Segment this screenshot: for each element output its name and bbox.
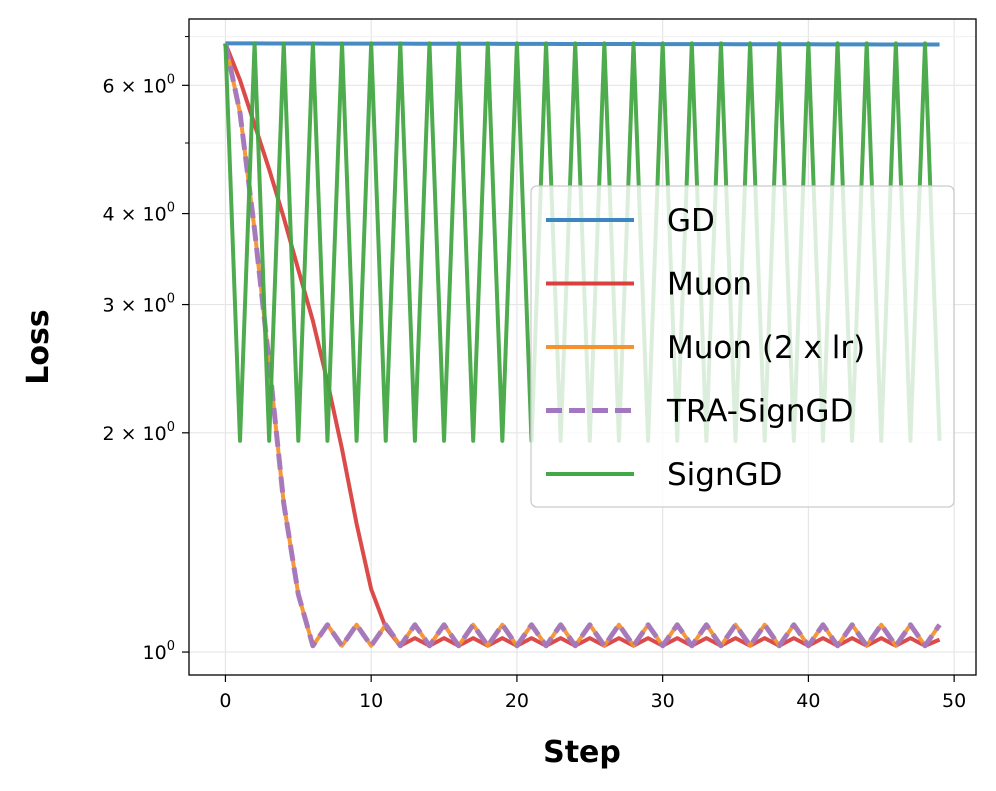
legend-label-gd: GD <box>667 203 715 239</box>
x-axis-ticks: 0 10 20 30 40 50 <box>219 675 966 712</box>
series-line-muon <box>223 42 941 648</box>
x-tick-label: 10 <box>359 690 383 712</box>
y-tick-label: 2 × 100 <box>102 420 175 445</box>
y-tick-label: 3 × 100 <box>102 292 175 317</box>
x-tick-label: 20 <box>505 690 529 712</box>
x-tick-label: 0 <box>219 690 231 712</box>
legend-label-muon-2-x-lr: Muon (2 x lr) <box>667 330 865 366</box>
legend-label-tra-signgd: TRA-SignGD <box>666 394 853 430</box>
series-line-tra-signgd <box>222 42 942 649</box>
legend: GD Muon Muon (2 x lr) TRA-SignGD SignGD <box>530 185 955 508</box>
y-axis-label: Loss <box>21 309 56 384</box>
y-axis-ticks: 100 2 × 100 3 × 100 4 × 100 6 × 100 <box>102 36 189 664</box>
plot-frame <box>188 18 977 676</box>
x-tick-label: 50 <box>942 690 966 712</box>
x-tick-label: 40 <box>796 690 820 712</box>
series-line-gd <box>225 41 940 47</box>
x-tick-label: 30 <box>651 690 675 712</box>
legend-label-signgd: SignGD <box>667 457 783 493</box>
legend-label-muon: Muon <box>667 267 752 303</box>
x-axis-label: Step <box>543 735 621 770</box>
y-tick-label: 100 <box>143 639 175 664</box>
legend-box <box>530 185 955 508</box>
y-tick-label: 4 × 100 <box>102 201 175 226</box>
y-tick-label: 6 × 100 <box>102 72 175 97</box>
